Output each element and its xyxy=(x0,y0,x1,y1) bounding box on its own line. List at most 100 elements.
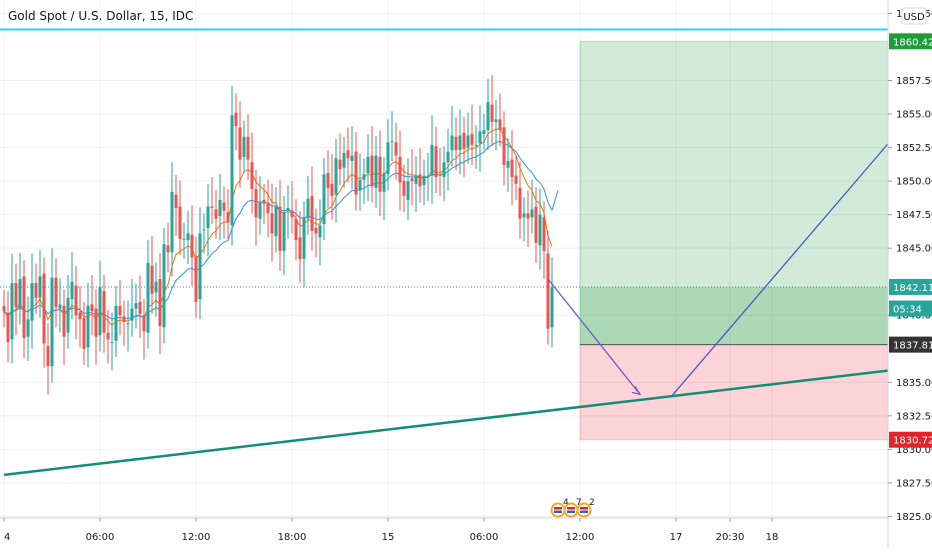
candle-body xyxy=(430,144,434,176)
candle-body xyxy=(282,211,286,251)
stop-zone[interactable] xyxy=(579,344,893,441)
candle-body xyxy=(450,135,454,151)
candle-body xyxy=(74,285,78,316)
price-axis[interactable]: 1862.501857.501855.001852.501850.001847.… xyxy=(887,0,932,550)
projection-down-line[interactable] xyxy=(547,278,641,395)
candle-body xyxy=(370,155,374,187)
candle-body xyxy=(146,262,150,333)
candle-body xyxy=(322,174,326,225)
time-tick-label: 4 xyxy=(4,532,10,543)
candle-body xyxy=(54,277,58,308)
candle-body xyxy=(398,156,402,183)
candle-body xyxy=(546,253,550,329)
flag-stripe xyxy=(567,507,575,510)
candle-body xyxy=(66,297,70,333)
candle-body xyxy=(486,101,490,131)
candle-body xyxy=(90,304,94,312)
candle-body xyxy=(246,136,250,160)
candle-body xyxy=(170,191,174,253)
price-tick-label: 1832.50 xyxy=(896,411,932,422)
candle-body xyxy=(466,135,470,148)
candle-body xyxy=(266,202,270,214)
candle-body xyxy=(242,136,246,157)
target-zone[interactable] xyxy=(579,40,893,346)
price-badge-label: 1830.72 xyxy=(893,436,932,447)
candle-body xyxy=(102,291,106,333)
candle-body xyxy=(62,305,66,337)
projection-arrowhead xyxy=(631,386,642,396)
price-badge-label: 1860.42 xyxy=(893,37,932,48)
event-count: 2 xyxy=(589,498,595,508)
candles xyxy=(0,75,887,395)
candle-body xyxy=(118,305,122,316)
time-tick-label: 06:00 xyxy=(86,532,115,543)
price-badge-label: 1842.11 xyxy=(893,283,932,294)
currency-label: USD xyxy=(903,12,925,23)
candle-body xyxy=(306,198,310,219)
candle-body xyxy=(22,276,26,339)
open-profit-zone xyxy=(580,286,892,345)
flag-stripe xyxy=(580,510,588,513)
candle-body xyxy=(514,175,518,184)
time-axis[interactable]: 4 06:00 12:00 18:00 15 06:00 12:00 17 20:30 18 xyxy=(0,517,888,543)
candle-body xyxy=(46,346,50,367)
candle-body xyxy=(518,187,522,219)
candle-body xyxy=(454,136,458,151)
ma-slow-extension xyxy=(551,190,559,211)
candle-body xyxy=(482,130,486,135)
candle-body xyxy=(6,313,10,343)
candle-body xyxy=(30,283,34,321)
candle-body xyxy=(198,233,202,300)
candle-body xyxy=(498,119,502,131)
candle-body xyxy=(350,155,354,161)
candle-body xyxy=(58,304,62,309)
candle-body xyxy=(358,179,362,191)
support-trendline[interactable] xyxy=(3,364,932,477)
candle-body xyxy=(142,315,146,332)
candle-body xyxy=(106,332,110,340)
price-tick-label: 1855.00 xyxy=(896,110,932,121)
candle-body xyxy=(78,312,82,320)
candle-body xyxy=(422,175,426,186)
candle-body xyxy=(442,162,446,178)
candle-body xyxy=(262,199,266,204)
candle-body xyxy=(290,210,294,218)
candle-body xyxy=(238,127,242,160)
position-tool[interactable] xyxy=(579,40,893,441)
candle-body xyxy=(334,158,338,195)
candle-body xyxy=(330,183,334,196)
candle-body xyxy=(522,213,526,218)
time-tick-label: 15 xyxy=(382,532,395,543)
candle-body xyxy=(326,173,330,188)
candle-body xyxy=(210,206,214,208)
candle-body xyxy=(390,140,394,142)
candle-body xyxy=(478,131,482,144)
event-count: 4 xyxy=(563,498,569,508)
time-tick-label: 20:30 xyxy=(716,532,745,543)
candle-body xyxy=(530,209,534,218)
price-tick-label: 1850.00 xyxy=(896,177,932,188)
candle-body xyxy=(178,206,182,239)
candle-body xyxy=(346,150,350,159)
event-flag-icon[interactable] xyxy=(576,502,592,518)
candle-body xyxy=(182,238,186,240)
candle-body xyxy=(342,152,346,168)
candle-body xyxy=(534,206,538,243)
price-tick-label: 1845.00 xyxy=(896,244,932,255)
candle-body xyxy=(298,237,302,259)
candle-body xyxy=(134,303,138,309)
candle-body xyxy=(406,181,410,200)
candle-body xyxy=(214,209,218,219)
price-tick-label: 1825.00 xyxy=(896,512,932,523)
candle-body xyxy=(150,265,154,294)
currency-label-box[interactable] xyxy=(901,7,927,25)
price-badge xyxy=(889,278,932,295)
candle-body xyxy=(294,218,298,241)
price-badge xyxy=(889,300,932,317)
candle-body xyxy=(394,142,398,156)
candle-body xyxy=(2,305,6,312)
candle-body xyxy=(538,214,542,246)
